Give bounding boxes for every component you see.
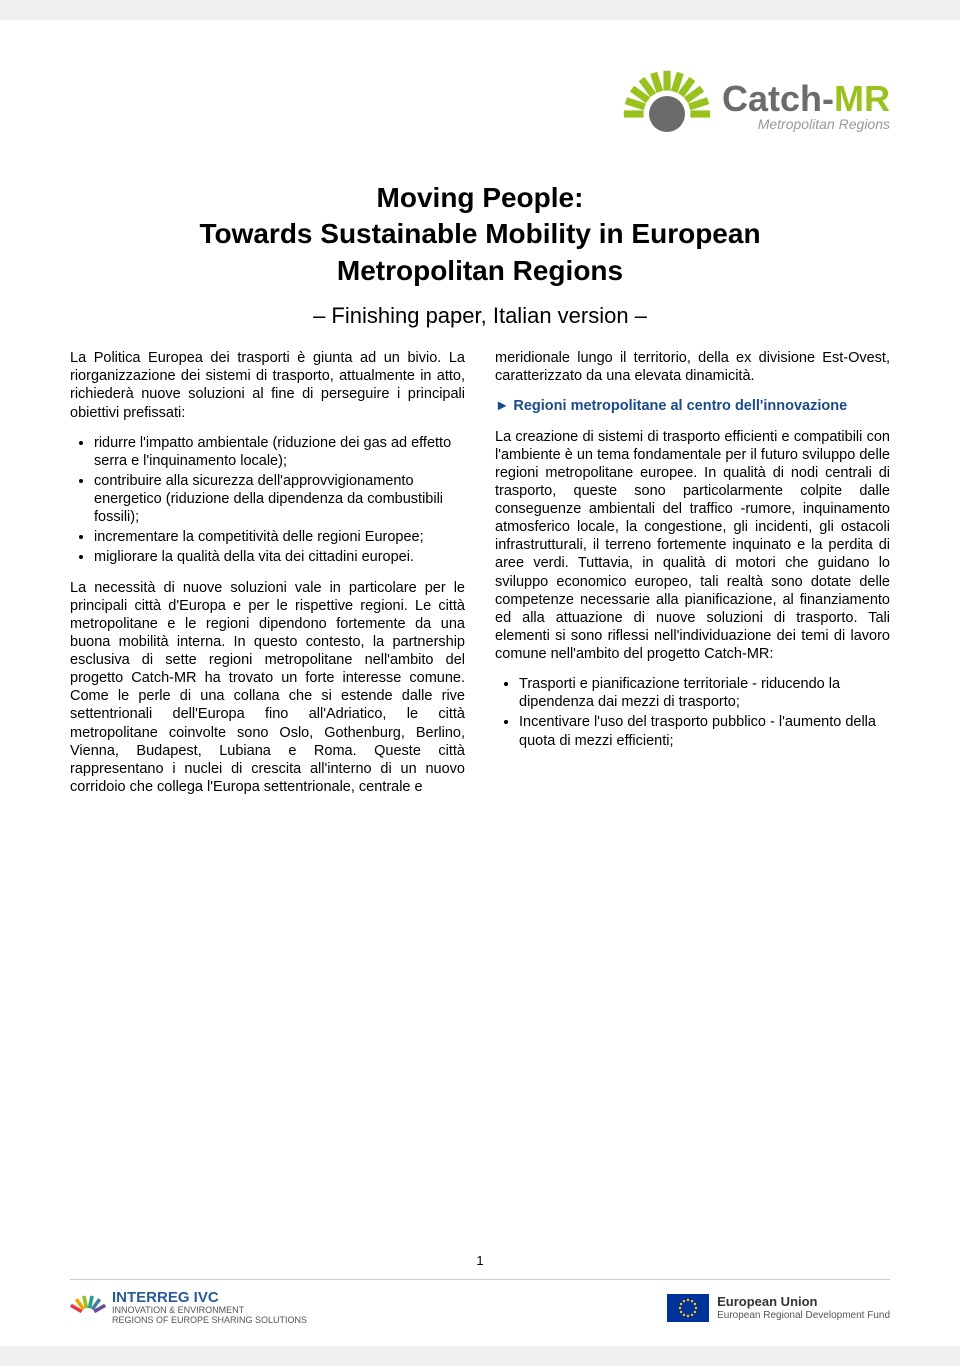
list-item: ridurre l'impatto ambientale (riduzione …: [94, 434, 465, 470]
list-item: Trasporti e pianificazione territoriale …: [519, 675, 890, 711]
list-item: Incentivare l'uso del trasporto pubblico…: [519, 713, 890, 749]
footer-divider: [70, 1279, 890, 1280]
arrow-icon: ►: [495, 398, 509, 414]
left-para-2: La necessità di nuove soluzioni vale in …: [70, 579, 465, 797]
list-item: incrementare la competitività delle regi…: [94, 528, 465, 546]
logo-main: Catch-MR: [722, 78, 890, 120]
page-number: 1: [476, 1253, 483, 1268]
interreg-sub2: REGIONS OF EUROPE SHARING SOLUTIONS: [112, 1316, 307, 1326]
eu-logo: European Union European Regional Develop…: [667, 1294, 890, 1322]
section-heading: ► Regioni metropolitane al centro dell'i…: [495, 397, 890, 415]
eu-sub: European Regional Development Fund: [717, 1310, 890, 1322]
sunburst-icon: [622, 60, 712, 150]
list-item: contribuire alla sicurezza dell'approvvi…: [94, 472, 465, 526]
logo-text: Catch-MR Metropolitan Regions: [722, 78, 890, 132]
interreg-logo: INTERREG IVC INNOVATION & ENVIRONMENT RE…: [70, 1290, 307, 1326]
section-heading-text: Regioni metropolitane al centro dell'inn…: [513, 398, 847, 414]
subtitle: – Finishing paper, Italian version –: [70, 303, 890, 329]
footer-logos: INTERREG IVC INNOVATION & ENVIRONMENT RE…: [70, 1290, 890, 1326]
interreg-text: INTERREG IVC INNOVATION & ENVIRONMENT RE…: [112, 1290, 307, 1326]
logo-subtitle: Metropolitan Regions: [758, 116, 890, 132]
eu-main: European Union: [717, 1294, 890, 1310]
body-columns: La Politica Europea dei trasporti è giun…: [70, 349, 890, 808]
left-column: La Politica Europea dei trasporti è giun…: [70, 349, 465, 808]
left-para-1: La Politica Europea dei trasporti è giun…: [70, 349, 465, 422]
right-para-1: meridionale lungo il territorio, della e…: [495, 349, 890, 385]
catch-mr-logo: Catch-MR Metropolitan Regions: [622, 60, 890, 150]
title-line-1: Moving People:: [70, 180, 890, 216]
document-page: Catch-MR Metropolitan Regions Moving Peo…: [0, 20, 960, 1346]
title-line-2: Towards Sustainable Mobility in European: [70, 216, 890, 252]
right-bullets: Trasporti e pianificazione territoriale …: [495, 675, 890, 750]
eu-flag-icon: [667, 1294, 709, 1322]
right-column: meridionale lungo il territorio, della e…: [495, 349, 890, 808]
title-block: Moving People: Towards Sustainable Mobil…: [70, 180, 890, 329]
list-item: migliorare la qualità della vita dei cit…: [94, 548, 465, 566]
header-logo-area: Catch-MR Metropolitan Regions: [70, 60, 890, 150]
right-para-2: La creazione di sistemi di trasporto eff…: [495, 428, 890, 664]
left-bullets: ridurre l'impatto ambientale (riduzione …: [70, 434, 465, 567]
logo-green: MR: [834, 78, 890, 119]
title-line-3: Metropolitan Regions: [70, 253, 890, 289]
interreg-icon: [70, 1290, 106, 1326]
interreg-main: INTERREG IVC: [112, 1290, 307, 1307]
page-footer: 1 INTERREG IVC INNOVATION & ENVIRONMENT: [70, 1279, 890, 1326]
eu-text: European Union European Regional Develop…: [717, 1294, 890, 1322]
logo-gray: Catch-: [722, 78, 834, 119]
